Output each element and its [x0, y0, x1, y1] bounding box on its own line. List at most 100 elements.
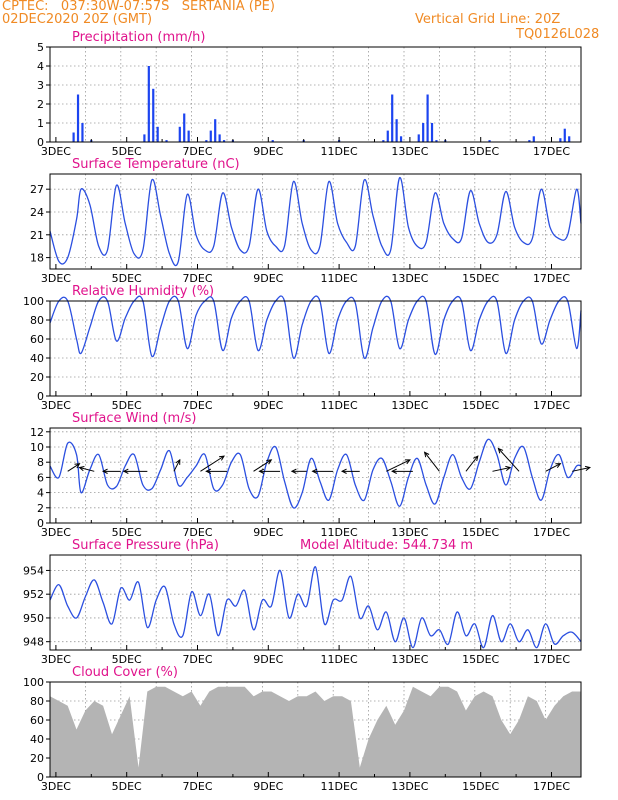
panel1-ytick-label: 4: [37, 60, 44, 73]
panel4-wind-arrowhead: [258, 468, 265, 474]
panel1-bar: [386, 130, 389, 142]
panel1-xtick-label: 7DEC: [182, 145, 212, 158]
panel2-ytick-label: 21: [30, 229, 44, 242]
panel4-wind-arrowhead: [555, 463, 562, 469]
panel1-bar: [214, 119, 217, 142]
panel5-xtick-label: 13DEC: [391, 653, 428, 666]
panel2-ytick-label: 27: [30, 183, 44, 196]
panel6-xtick-label: 17DEC: [533, 780, 570, 793]
panel3-ytick-label: 0: [37, 390, 44, 403]
panel5-xtick-label: 11DEC: [321, 653, 358, 666]
panel5-frame: [49, 554, 582, 651]
panel1-bar: [76, 94, 80, 142]
header-datetime: 02DEC2020 20Z (GMT): [2, 12, 153, 27]
panel1-bar: [422, 123, 425, 142]
panel6-area: [50, 686, 581, 777]
panel3-xtick-label: 9DEC: [253, 399, 283, 412]
panel3-ytick-label: 20: [30, 371, 44, 384]
panel2-xtick-label: 13DEC: [391, 272, 428, 285]
panel5-ytick-label: 952: [23, 588, 44, 601]
panel1-bar: [559, 138, 562, 142]
panel4-wind-arrow: [492, 467, 511, 472]
panel4-wind-arrowhead: [497, 447, 504, 454]
panel4-ytick-label: 10: [30, 441, 44, 454]
panel2-xtick-label: 3DEC: [41, 272, 71, 285]
panel6-xtick-label: 15DEC: [462, 780, 499, 793]
panel4-wind-arrowhead: [122, 468, 129, 474]
panel1-xtick-label: 5DEC: [112, 145, 142, 158]
panel1-xtick-label: 13DEC: [391, 145, 428, 158]
panel2-xtick-label: 5DEC: [112, 272, 142, 285]
panel6-ytick-label: 80: [30, 695, 44, 708]
panel3-ytick-label: 100: [23, 295, 44, 308]
panel4-wind-arrow: [79, 467, 95, 472]
panel4-line: [49, 438, 582, 509]
panel1-bar: [488, 140, 491, 142]
panel2-xtick-label: 7DEC: [182, 272, 212, 285]
panel4-wind-arrow: [424, 452, 440, 472]
panel1-bar: [165, 140, 168, 142]
panel4-wind-arrowhead: [101, 468, 108, 474]
panel4-xtick-label: 9DEC: [253, 526, 283, 539]
panel6-title: Cloud Cover (%): [72, 665, 178, 680]
panel3-ytick-label: 80: [30, 314, 44, 327]
header-station: CPTEC: 037:30W-07:57S SERTANIA (PE): [2, 0, 275, 14]
panel4-frame: [49, 427, 582, 524]
panel1-xtick-label: 15DEC: [462, 145, 499, 158]
panel1-bar: [152, 88, 155, 142]
panel1-bar: [205, 140, 208, 142]
panel4-wind-arrow: [173, 459, 181, 472]
panel2-xtick-label: 17DEC: [533, 272, 570, 285]
panel1-bar: [222, 140, 226, 142]
panel4-wind-arrow: [386, 459, 411, 472]
panel6-xtick-label: 7DEC: [182, 780, 212, 793]
panel4-ytick-label: 0: [37, 517, 44, 530]
panel2-frame: [49, 173, 582, 270]
panel5-ytick-label: 948: [23, 636, 44, 649]
panel5-xtick-label: 3DEC: [41, 653, 71, 666]
panel3-xtick-label: 7DEC: [182, 399, 212, 412]
panel3-xtick-label: 17DEC: [533, 399, 570, 412]
panel1-bar: [209, 130, 212, 142]
panel4-xtick-label: 3DEC: [41, 526, 71, 539]
panel1-bar: [568, 136, 571, 142]
panel1-bar: [218, 134, 221, 142]
panel6-ytick-label: 60: [30, 714, 44, 727]
panel6-ytick-label: 20: [30, 752, 44, 765]
panel4-ytick-label: 2: [37, 502, 44, 515]
panel4-wind-arrowhead: [205, 468, 212, 474]
panel1-bar: [183, 113, 186, 142]
panel3-xtick-label: 5DEC: [112, 399, 142, 412]
panel1-bar: [426, 94, 429, 142]
panel5-ytick-label: 954: [23, 564, 44, 577]
panel5-xtick-label: 9DEC: [253, 653, 283, 666]
panel5-annotation: Model Altitude: 544.734 m: [300, 538, 473, 553]
panel1-bar: [399, 136, 403, 142]
panel4-wind-arrowhead: [78, 466, 85, 472]
panel1-xtick-label: 17DEC: [533, 145, 570, 158]
panel4-wind-arrow: [498, 448, 520, 472]
panel5-xtick-label: 15DEC: [462, 653, 499, 666]
panel5-xtick-label: 17DEC: [533, 653, 570, 666]
panel1-bar: [563, 128, 566, 142]
panel4-wind-arrow: [465, 455, 479, 472]
panel4-wind-arrow: [67, 463, 80, 472]
panel4-wind-arrowhead: [584, 465, 592, 471]
panel6-frame: [49, 681, 582, 778]
panel2-xtick-label: 11DEC: [321, 272, 358, 285]
panel4-ytick-label: 4: [37, 487, 44, 500]
panel3-ytick-label: 40: [30, 352, 44, 365]
panel4-wind-arrowhead: [404, 459, 411, 465]
panel3-xtick-label: 11DEC: [321, 399, 358, 412]
panel2-xtick-label: 15DEC: [462, 272, 499, 285]
panel1-bar: [430, 123, 434, 142]
panel1-bar: [417, 134, 420, 142]
panel4-wind-arrowhead: [340, 468, 347, 474]
panel4-wind-arrowhead: [266, 459, 273, 465]
panel3-xtick-label: 13DEC: [391, 399, 428, 412]
panel1-bar: [156, 126, 159, 142]
panel4-wind-arrowhead: [74, 463, 81, 469]
panel4-wind-arrowhead: [505, 465, 512, 471]
panel2-xtick-label: 9DEC: [253, 272, 283, 285]
